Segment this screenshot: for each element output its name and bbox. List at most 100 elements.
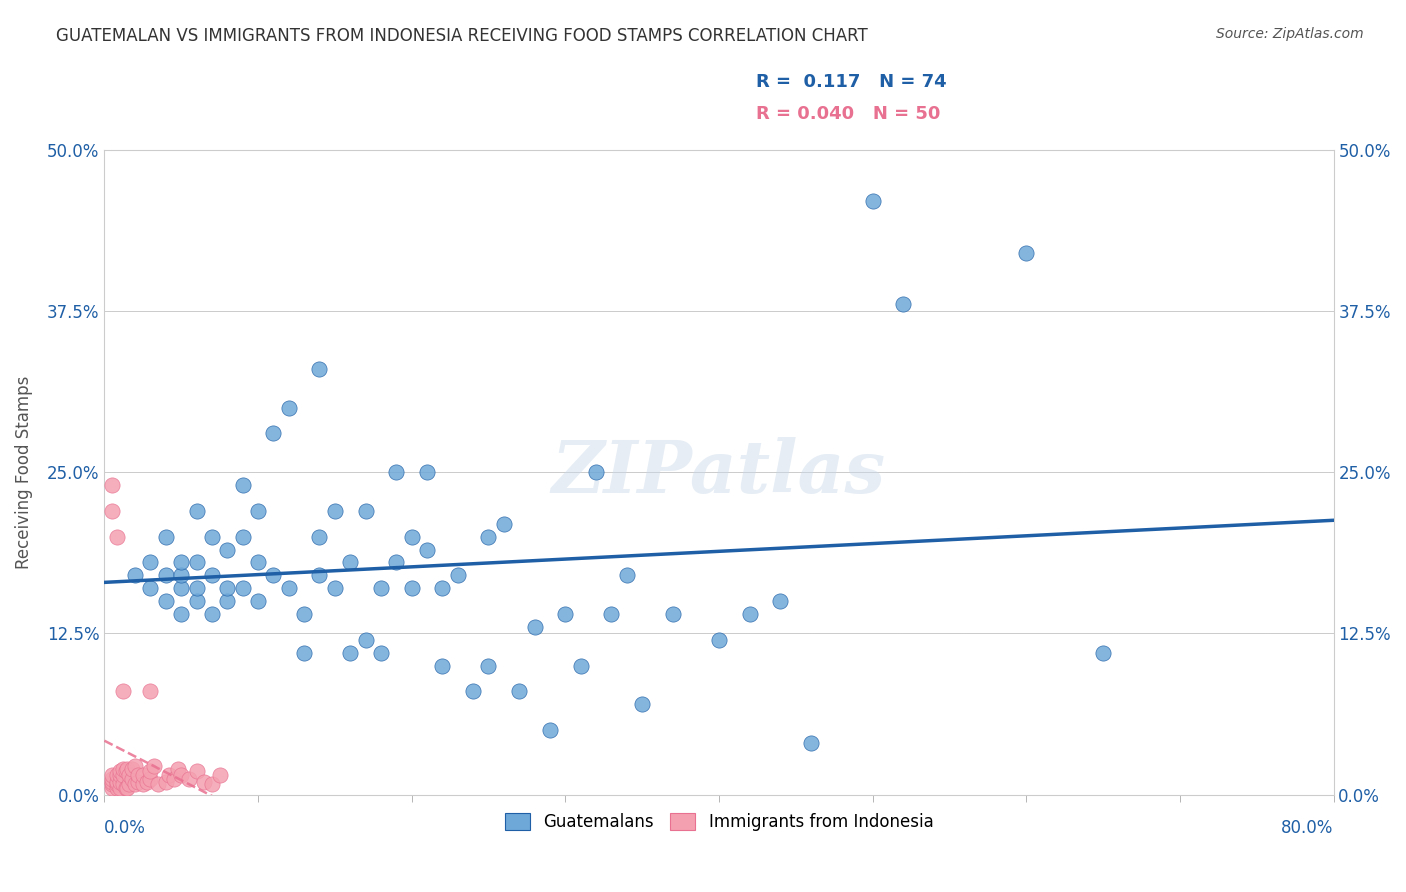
Point [186,556,208,570]
Y-axis label: Receiving Food Stamps: Receiving Food Stamps [15,376,32,569]
Point [217,582,239,596]
Point [370,646,392,660]
Point [132,768,155,782]
Point [354,632,377,647]
Point [121,762,143,776]
Point [401,582,423,596]
Point [477,530,499,544]
Point [308,530,330,544]
Point [157,768,180,782]
Point [262,568,284,582]
Point [101,478,124,492]
Point [155,774,177,789]
Text: Source: ZipAtlas.com: Source: ZipAtlas.com [1216,27,1364,41]
Point [124,777,146,791]
Point [124,568,146,582]
Point [585,465,607,479]
Point [101,768,124,782]
Point [155,594,177,608]
Point [170,556,193,570]
Text: 80.0%: 80.0% [1281,820,1333,838]
Point [193,774,215,789]
Point [186,594,208,608]
Point [738,607,761,621]
Point [186,764,208,779]
Point [800,736,823,750]
Point [118,768,141,782]
Point [385,465,408,479]
Point [323,504,346,518]
Point [117,762,139,776]
Point [186,582,208,596]
Text: ZIPatlas: ZIPatlas [553,437,886,508]
Point [111,768,134,782]
Point [247,594,270,608]
Point [101,774,124,789]
Point [523,620,546,634]
Point [217,594,239,608]
Point [101,781,124,796]
Point [117,781,139,796]
Point [105,777,128,791]
Point [105,530,128,544]
Point [111,684,134,698]
Point [538,723,561,738]
Point [1015,245,1038,260]
Point [155,530,177,544]
Point [170,607,193,621]
Point [508,684,530,698]
Point [232,582,254,596]
Point [891,297,914,311]
Point [339,556,361,570]
Point [101,504,124,518]
Point [167,762,190,776]
Point [217,542,239,557]
Point [232,478,254,492]
Point [416,465,439,479]
Point [105,768,128,782]
Point [108,764,131,779]
Point [339,646,361,660]
Point [170,768,193,782]
Point [1092,646,1115,660]
Point [201,530,224,544]
Point [277,401,299,415]
Point [492,516,515,531]
Point [862,194,884,209]
Point [707,632,730,647]
Point [111,777,134,791]
Point [401,530,423,544]
Point [118,777,141,791]
Point [111,762,134,776]
Point [101,777,124,791]
Point [447,568,470,582]
Point [292,607,315,621]
Point [569,658,592,673]
Text: R = 0.040   N = 50: R = 0.040 N = 50 [756,105,941,123]
Point [127,774,149,789]
Point [461,684,484,698]
Point [101,772,124,787]
Point [432,582,454,596]
Point [201,607,224,621]
Point [201,568,224,582]
Point [108,774,131,789]
Point [769,594,792,608]
Point [201,777,224,791]
Point [385,556,408,570]
Point [616,568,638,582]
Point [115,764,138,779]
Point [155,568,177,582]
Point [105,781,128,796]
Point [142,759,165,773]
Point [277,582,299,596]
Point [139,684,162,698]
Point [170,582,193,596]
Point [108,781,131,796]
Point [177,772,200,787]
Point [146,777,169,791]
Point [208,768,231,782]
Point [139,772,162,787]
Point [115,781,138,796]
Point [370,582,392,596]
